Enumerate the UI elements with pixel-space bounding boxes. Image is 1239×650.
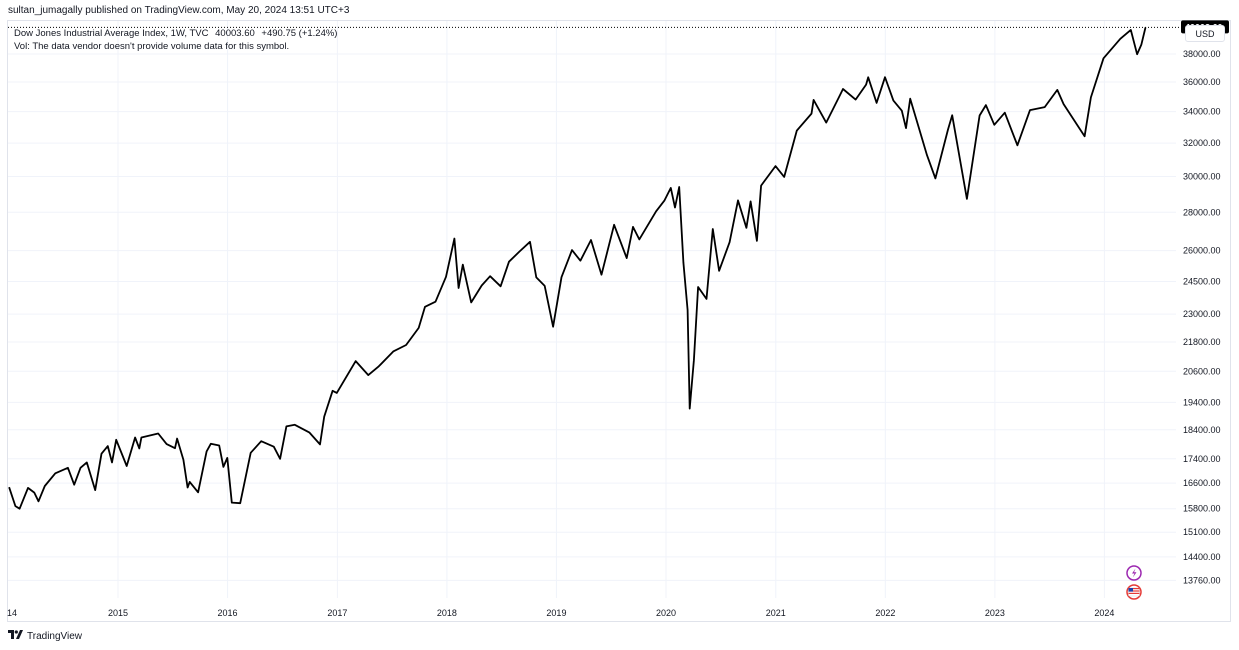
y-tick-label: 34000.00 (1183, 107, 1221, 117)
y-tick-label: 24500.00 (1183, 276, 1221, 286)
y-axis: 13760.00 14400.00 15100.00 15800.00 16600.00… (1183, 49, 1221, 585)
y-tick-label: 13760.00 (1183, 575, 1221, 585)
lightning-icon[interactable] (1126, 565, 1142, 581)
price-series-line (8, 27, 1147, 510)
y-tick-label: 17400.00 (1183, 454, 1221, 464)
x-tick-label: 2022 (875, 608, 895, 618)
x-tick-label: 14 (7, 608, 17, 618)
footer-brand-label: TradingView (27, 630, 83, 642)
x-axis: 14 2015 2016 2017 2018 2019 2020 2021 2022 2023 20… (7, 608, 1114, 618)
y-tick-label: 15800.00 (1183, 504, 1221, 514)
y-tick-label: 20600.00 (1183, 366, 1221, 376)
y-tick-label: 38000.00 (1183, 49, 1221, 59)
x-tick-label: 2016 (218, 608, 238, 618)
y-tick-label: 23000.00 (1183, 309, 1221, 319)
publisher-line: sultan_jumagally published on TradingVie… (8, 5, 350, 16)
y-tick-label: 32000.00 (1183, 138, 1221, 148)
footer-brand[interactable]: TradingView (8, 630, 82, 642)
y-tick-label: 36000.00 (1183, 77, 1221, 87)
y-tick-label: 26000.00 (1183, 246, 1221, 256)
x-tick-label: 2018 (437, 608, 457, 618)
legend-symbol[interactable]: Dow Jones Industrial Average Index, 1W, … (14, 28, 209, 39)
legend-last-value: 40003.60 (215, 28, 255, 39)
series-layer (8, 27, 1147, 510)
legend-volume-note: Vol: The data vendor doesn't provide vol… (14, 41, 290, 52)
y-tick-label: 14400.00 (1183, 552, 1221, 562)
y-tick-label: 28000.00 (1183, 207, 1221, 217)
x-tick-label: 2019 (546, 608, 566, 618)
x-tick-label: 2021 (766, 608, 786, 618)
chart-grid (8, 21, 1176, 598)
y-tick-label: 30000.00 (1183, 172, 1221, 182)
y-tick-label: 18400.00 (1183, 425, 1221, 435)
tradingview-logo-icon (8, 630, 23, 642)
x-tick-label: 2024 (1094, 608, 1114, 618)
chart-legend: Dow Jones Industrial Average Index, 1W, … (14, 27, 337, 53)
x-tick-label: 2017 (327, 608, 347, 618)
us-flag-icon[interactable] (1126, 584, 1142, 600)
x-tick-label: 2015 (108, 608, 128, 618)
legend-change: +490.75 (+1.24%) (261, 28, 338, 39)
chart-frame (7, 20, 1231, 622)
y-tick-label: 16600.00 (1183, 478, 1221, 488)
y-tick-label: 15100.00 (1183, 527, 1221, 537)
currency-button[interactable]: USD (1185, 25, 1225, 42)
x-tick-label: 2023 (985, 608, 1005, 618)
x-tick-label: 2020 (656, 608, 676, 618)
y-tick-label: 19400.00 (1183, 397, 1221, 407)
y-tick-label: 21800.00 (1183, 337, 1221, 347)
